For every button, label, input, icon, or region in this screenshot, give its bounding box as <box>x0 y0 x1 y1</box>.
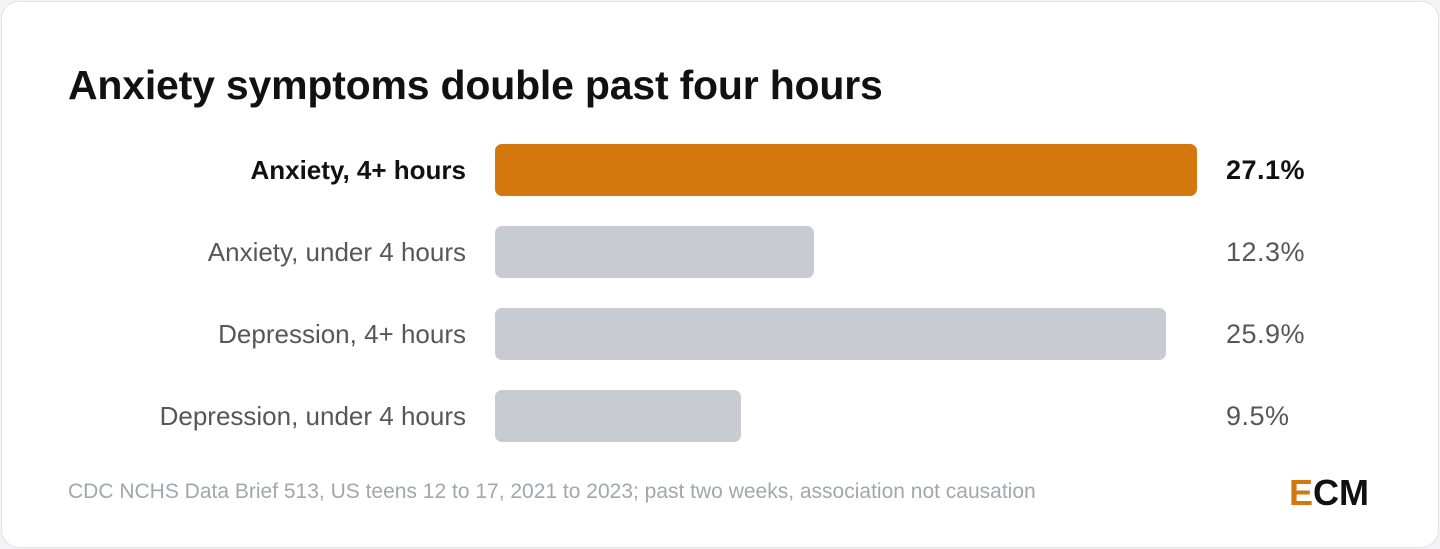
brand-logo: ECM <box>1289 472 1369 514</box>
bar-row: Depression, under 4 hours 9.5% <box>2 390 1438 442</box>
bar <box>495 308 1166 360</box>
bar-row: Anxiety, under 4 hours 12.3% <box>2 226 1438 278</box>
bar <box>495 226 814 278</box>
value-label: 9.5% <box>1226 401 1290 431</box>
category-label: Anxiety, 4+ hours <box>250 155 466 185</box>
source-note: CDC NCHS Data Brief 513, US teens 12 to … <box>68 480 1036 503</box>
value-label: 12.3% <box>1226 237 1306 267</box>
bar <box>495 390 741 442</box>
category-label: Depression, under 4 hours <box>159 401 466 431</box>
bar-row: Anxiety, 4+ hours 27.1% <box>2 144 1438 196</box>
category-label: Anxiety, under 4 hours <box>207 237 466 267</box>
category-label: Depression, 4+ hours <box>218 319 466 349</box>
value-label: 27.1% <box>1226 155 1306 185</box>
logo-letter-e: E <box>1289 472 1314 513</box>
bar <box>495 144 1197 196</box>
value-label: 25.9% <box>1226 319 1306 349</box>
chart-title: Anxiety symptoms double past four hours <box>68 62 883 108</box>
bar-row: Depression, 4+ hours 25.9% <box>2 308 1438 360</box>
logo-letters-cm: CM <box>1313 472 1370 513</box>
